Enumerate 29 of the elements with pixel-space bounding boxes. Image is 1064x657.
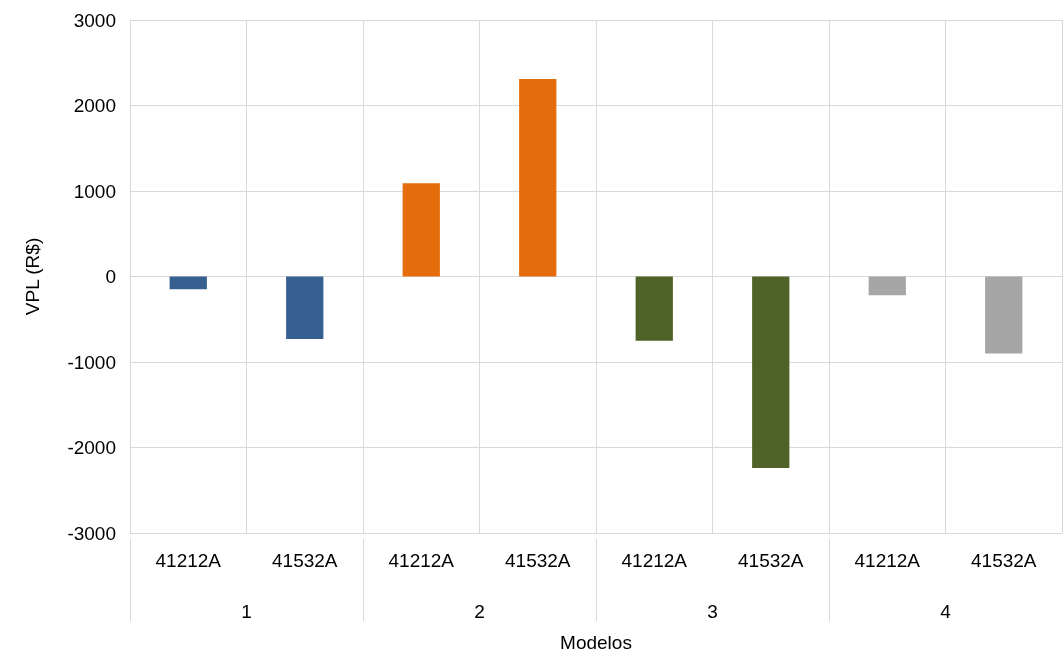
bar xyxy=(752,276,790,469)
x-tick-label: 41212A xyxy=(621,550,688,571)
bar xyxy=(402,183,440,277)
x-tick-label: 41532A xyxy=(271,550,338,571)
text: 2 xyxy=(474,600,485,622)
y-tick-label: -2000 xyxy=(67,437,116,458)
y-tick-label: -3000 xyxy=(67,522,116,544)
text: 1 xyxy=(241,600,252,622)
bar xyxy=(985,276,1023,354)
x-tick-label: 41532A xyxy=(504,550,571,571)
y-tick-label: 3000 xyxy=(73,9,116,31)
text: 3 xyxy=(707,600,718,622)
bar xyxy=(868,276,906,296)
x-tick-label: 41212A xyxy=(388,550,455,571)
x-tick-label: 41532A xyxy=(970,550,1037,571)
x-tick-label: 41212A xyxy=(854,550,921,571)
x-tick-label: 41212A xyxy=(155,550,222,571)
bar xyxy=(519,79,557,277)
y-tick-label: 2000 xyxy=(73,95,116,116)
bar xyxy=(635,276,673,341)
x-tick-label: 41532A xyxy=(737,550,804,571)
x-axis-title: Modelos xyxy=(560,632,632,653)
y-tick-label: 0 xyxy=(105,266,116,287)
bar xyxy=(286,276,324,339)
y-axis-title: VPL (R$) xyxy=(22,237,43,316)
bar xyxy=(169,276,207,290)
y-tick-label: 1000 xyxy=(73,180,116,202)
text: 4 xyxy=(940,600,952,622)
y-tick-label: -1000 xyxy=(67,351,116,373)
